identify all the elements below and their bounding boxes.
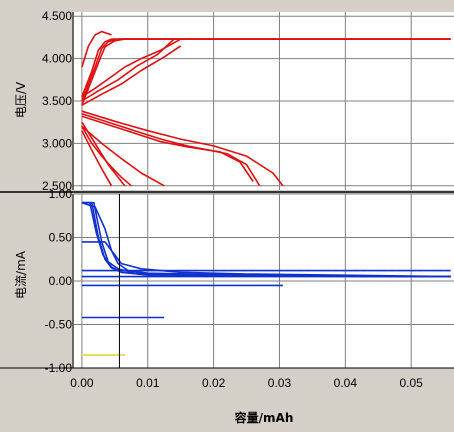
series-line	[81, 38, 451, 106]
series-line	[81, 115, 254, 182]
series-line	[81, 45, 182, 106]
y-tick-label: 3.500	[42, 94, 72, 108]
x-tick-label: 0.01	[136, 376, 160, 390]
voltage-axis-title: 电压/V	[14, 81, 28, 118]
series-line	[81, 112, 261, 187]
series-line	[81, 110, 284, 187]
y-tick-label: 1.00	[49, 187, 73, 201]
series-line	[81, 125, 165, 187]
y-tick-label: 0.00	[49, 274, 73, 288]
series-line	[81, 38, 175, 102]
y-tick-label: -1.00	[45, 361, 73, 375]
y-tick-label: 4.500	[42, 9, 72, 23]
series-line	[81, 30, 112, 68]
x-tick-label: 0.00	[70, 376, 94, 390]
series-line	[81, 38, 182, 98]
series-line	[81, 130, 113, 187]
series-line	[81, 121, 126, 187]
y-tick-label: 0.50	[49, 231, 73, 245]
series-line	[81, 201, 451, 278]
y-tick-label: -0.50	[45, 318, 73, 332]
x-tick-label: 0.04	[334, 376, 358, 390]
x-tick-label: 0.03	[268, 376, 292, 390]
plot-frames	[0, 12, 454, 369]
x-tick-label: 0.05	[400, 376, 424, 390]
capacity-axis-title: 容量/mAh	[234, 410, 294, 425]
grid	[74, 12, 454, 369]
series-line	[81, 201, 451, 278]
y-tick-label: 3.000	[42, 136, 72, 150]
series-line	[81, 241, 451, 278]
x-tick-label: 0.02	[202, 376, 226, 390]
y-tick-label: 2.500	[42, 179, 72, 193]
current-axis-title: 电流/mA	[14, 250, 28, 299]
series-line	[81, 125, 132, 187]
y-tick-label: 4.000	[42, 52, 72, 66]
series-group	[81, 30, 451, 368]
tick-labels: 2.500 3.000 3.500 4.000 4.500 0.00 0.01 0.02 0.0…	[42, 9, 423, 390]
